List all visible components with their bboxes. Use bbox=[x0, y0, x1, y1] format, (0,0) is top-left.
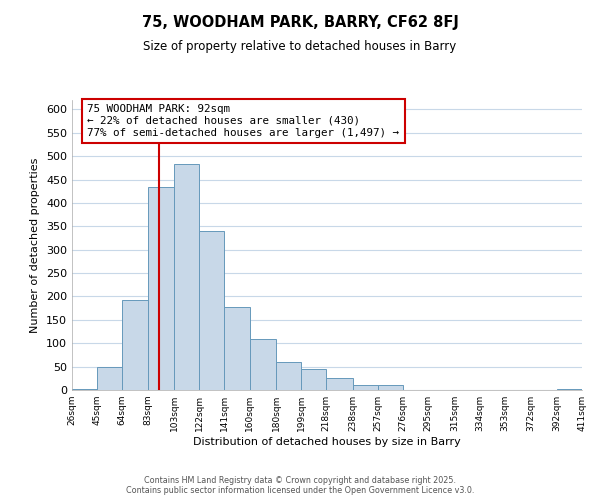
Y-axis label: Number of detached properties: Number of detached properties bbox=[31, 158, 40, 332]
Text: Contains HM Land Registry data © Crown copyright and database right 2025.
Contai: Contains HM Land Registry data © Crown c… bbox=[126, 476, 474, 495]
Bar bbox=[148, 188, 174, 390]
Bar bbox=[326, 378, 353, 390]
Bar bbox=[301, 370, 326, 390]
Bar bbox=[276, 362, 301, 390]
Text: Size of property relative to detached houses in Barry: Size of property relative to detached ho… bbox=[143, 40, 457, 53]
X-axis label: Distribution of detached houses by size in Barry: Distribution of detached houses by size … bbox=[193, 437, 461, 447]
Bar bbox=[250, 338, 276, 390]
Bar bbox=[224, 306, 250, 390]
Bar bbox=[353, 386, 378, 390]
Text: 75 WOODHAM PARK: 92sqm
← 22% of detached houses are smaller (430)
77% of semi-de: 75 WOODHAM PARK: 92sqm ← 22% of detached… bbox=[88, 104, 400, 138]
Bar bbox=[97, 366, 122, 390]
Bar bbox=[557, 388, 582, 390]
Bar bbox=[72, 388, 97, 390]
Bar bbox=[174, 164, 199, 390]
Bar bbox=[122, 300, 148, 390]
Text: 75, WOODHAM PARK, BARRY, CF62 8FJ: 75, WOODHAM PARK, BARRY, CF62 8FJ bbox=[142, 15, 458, 30]
Bar bbox=[378, 385, 403, 390]
Bar bbox=[199, 231, 224, 390]
